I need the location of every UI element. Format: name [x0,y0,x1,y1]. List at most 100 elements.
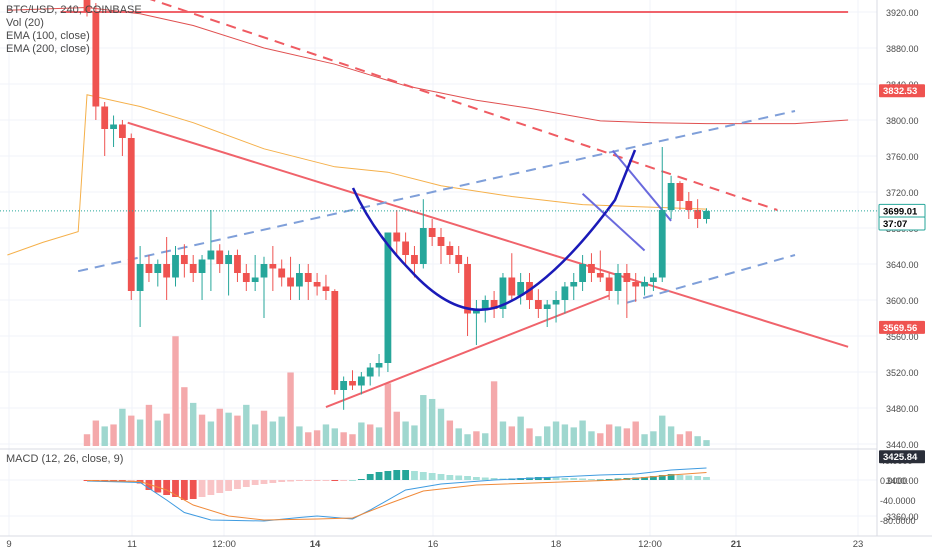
candle-up [198,259,206,273]
volume-bar [207,421,215,446]
volume-bar [535,436,542,446]
volume-bar [437,408,445,446]
volume-bar [605,424,613,446]
candle-down [694,210,702,219]
candle-up [641,282,648,287]
macd-histogram-bar [676,475,684,480]
candle-up [658,210,666,278]
indicator-vol: Vol (20) [6,17,44,29]
macd-pane [83,467,710,522]
time-axis-bg [0,536,932,550]
macd-histogram-bar [473,477,480,480]
trendline-dashed-blue [77,110,796,273]
price-tag-label: 3699.01 [883,206,918,217]
candle-up [154,264,162,273]
macd-histogram-bar [552,477,560,480]
volume-bar [411,425,418,446]
macd-histogram-bar [481,477,489,480]
macd-histogram-bar [322,480,330,481]
candle-down [685,201,693,210]
macd-histogram-bar [455,475,463,480]
price-tick-label: 3360.00 [886,512,919,522]
macd-histogram-bar [534,477,542,480]
macd-histogram-bar [614,478,622,480]
volume-bar [446,420,454,446]
volume-bar [154,420,161,446]
volume-bar [145,404,153,446]
macd-histogram-bar [579,478,586,480]
macd-histogram-bar [198,480,206,497]
macd-histogram-bar [163,480,171,495]
macd-histogram-bar [650,476,657,480]
candle-up [543,304,551,309]
macd-histogram-bar [446,475,454,480]
time-tick-label: 12:00 [212,539,236,550]
macd-tick-label: 0.0000 [880,476,908,486]
macd-histogram-bar [366,474,374,480]
volume-bar [641,434,648,446]
volume-bar [694,436,701,446]
candle-down [163,264,171,278]
candle-down [623,273,631,282]
time-tick-label: 9 [6,539,11,550]
macd-histogram-bar [393,470,401,480]
volume-bar [579,420,586,446]
macd-histogram-bar [207,480,215,495]
macd-histogram-bar [216,480,224,493]
volume-bar [685,431,692,446]
price-tag-label: 3832.53 [883,86,917,97]
candle-down [180,255,188,264]
trendline-solid [325,294,610,409]
macd-line [86,467,707,522]
price-tick-label: 3760.00 [886,152,919,162]
macd-histogram-bar [154,480,162,493]
volume-bar [136,419,144,446]
macd-histogram-bar [437,474,445,480]
candle-up [481,300,489,309]
macd-histogram-bar [428,473,436,480]
ema200-line [7,6,849,125]
volume-bar [552,421,560,446]
macd-histogram-bar [234,480,241,489]
volume-bar [340,432,347,446]
volume-bar [358,422,365,446]
price-tag-label: 3569.56 [883,323,917,334]
macd-histogram-bar [464,476,471,480]
volume-bar [623,428,631,446]
volume-bar [614,426,622,446]
trendline-solid [127,121,849,348]
candle-down [269,264,277,269]
macd-histogram-bar [588,479,595,480]
candle-up [614,273,622,291]
macd-histogram-bar [570,478,578,480]
candle-up [110,124,117,129]
candles [83,0,710,410]
candle-down [464,264,471,314]
price-tag-label: 3425.84 [883,452,918,463]
macd-tick-label: -40.0000 [880,496,916,506]
candle-up [517,282,525,296]
price-tick-label: 3520.00 [886,368,919,378]
macd-histogram-bar [251,480,259,485]
macd-histogram-bar [287,480,294,482]
candle-down [455,255,463,264]
volume-bar [464,434,471,446]
price-tick-label: 3560.00 [886,332,919,342]
candle-down [189,264,197,273]
volume-bar [561,424,569,446]
macd-histogram-bar [331,480,339,481]
macd-histogram-bar [543,477,551,480]
macd-histogram-bar [313,480,321,481]
macd-histogram-bar [402,470,409,480]
candle-down [428,228,436,237]
candle-up [473,309,480,314]
volume-bar [367,424,374,446]
candle-up [703,210,710,219]
candle-down [446,246,454,255]
price-tick-label: 3640.00 [886,260,919,270]
macd-histogram-bar [596,479,604,481]
volume-bar [190,402,197,446]
time-tick-label: 11 [127,539,137,550]
cup-curve [351,149,637,312]
